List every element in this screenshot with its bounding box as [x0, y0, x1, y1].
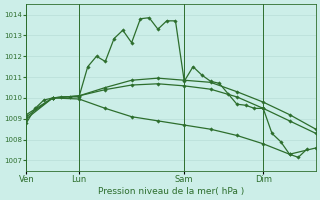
X-axis label: Pression niveau de la mer( hPa ): Pression niveau de la mer( hPa ) [98, 187, 244, 196]
